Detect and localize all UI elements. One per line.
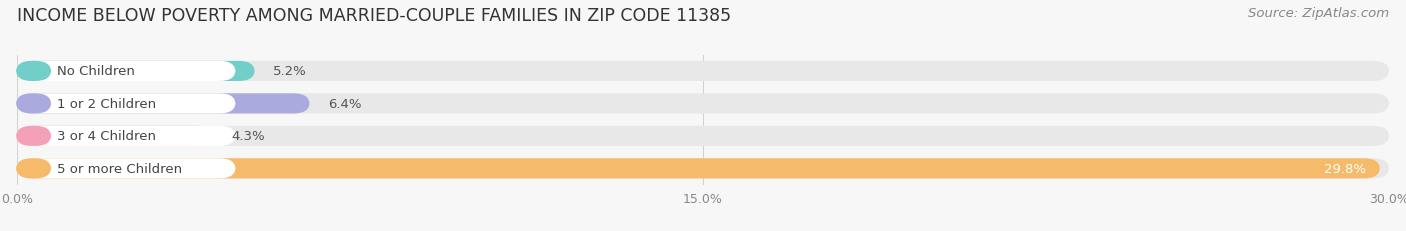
Text: Source: ZipAtlas.com: Source: ZipAtlas.com — [1249, 7, 1389, 20]
FancyBboxPatch shape — [17, 159, 1389, 179]
Text: 4.3%: 4.3% — [232, 130, 266, 143]
FancyBboxPatch shape — [17, 94, 1389, 114]
FancyBboxPatch shape — [17, 159, 1379, 179]
Text: No Children: No Children — [56, 65, 135, 78]
FancyBboxPatch shape — [15, 126, 236, 146]
FancyBboxPatch shape — [15, 126, 51, 146]
FancyBboxPatch shape — [17, 94, 309, 114]
FancyBboxPatch shape — [15, 62, 51, 82]
FancyBboxPatch shape — [15, 62, 236, 82]
FancyBboxPatch shape — [17, 62, 1389, 82]
FancyBboxPatch shape — [15, 159, 51, 179]
FancyBboxPatch shape — [17, 126, 214, 146]
Text: 29.8%: 29.8% — [1324, 162, 1367, 175]
FancyBboxPatch shape — [17, 62, 254, 82]
FancyBboxPatch shape — [17, 126, 1389, 146]
Text: 5 or more Children: 5 or more Children — [56, 162, 181, 175]
FancyBboxPatch shape — [15, 159, 236, 179]
Text: 6.4%: 6.4% — [328, 97, 361, 110]
Text: 5.2%: 5.2% — [273, 65, 307, 78]
Text: INCOME BELOW POVERTY AMONG MARRIED-COUPLE FAMILIES IN ZIP CODE 11385: INCOME BELOW POVERTY AMONG MARRIED-COUPL… — [17, 7, 731, 25]
FancyBboxPatch shape — [15, 94, 51, 114]
Text: 3 or 4 Children: 3 or 4 Children — [56, 130, 156, 143]
FancyBboxPatch shape — [15, 94, 236, 114]
Text: 1 or 2 Children: 1 or 2 Children — [56, 97, 156, 110]
